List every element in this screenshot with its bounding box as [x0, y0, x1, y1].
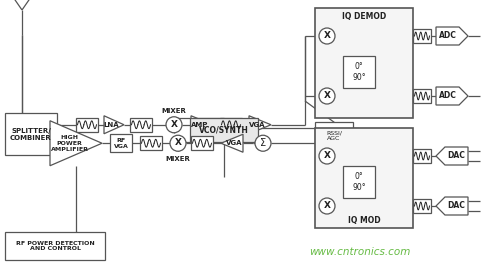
Bar [191, 136, 213, 150]
Text: www.cntronics.com: www.cntronics.com [309, 247, 411, 257]
Text: X: X [323, 151, 331, 160]
Text: X: X [323, 31, 331, 40]
Text: RF
VGA: RF VGA [114, 138, 128, 149]
Text: 0°
90°: 0° 90° [352, 62, 366, 82]
Text: RSSI/
AGC: RSSI/ AGC [326, 131, 342, 141]
Circle shape [319, 148, 335, 164]
Bar [5, 113, 57, 155]
Bar [315, 128, 413, 228]
Circle shape [170, 135, 186, 151]
Polygon shape [436, 147, 468, 165]
Text: VGA: VGA [227, 140, 243, 146]
Polygon shape [191, 116, 213, 134]
Bar [343, 166, 375, 198]
Text: DAC: DAC [447, 151, 465, 160]
Text: ADC: ADC [439, 32, 457, 40]
Text: IQ MOD: IQ MOD [348, 215, 380, 224]
Bar [413, 29, 431, 43]
Bar [140, 136, 162, 150]
Text: 0°
90°: 0° 90° [352, 172, 366, 192]
Polygon shape [249, 116, 271, 134]
Text: AMP: AMP [191, 122, 208, 128]
Bar [413, 199, 431, 213]
Circle shape [319, 28, 335, 44]
Bar [413, 89, 431, 103]
Text: VGA: VGA [249, 122, 266, 128]
Text: SPLITTER/
COMBINER: SPLITTER/ COMBINER [10, 127, 52, 140]
Bar [220, 118, 242, 132]
Polygon shape [104, 116, 124, 134]
Polygon shape [436, 197, 468, 215]
Text: MIXER: MIXER [165, 156, 190, 162]
Text: X: X [323, 201, 331, 210]
Bar [315, 122, 353, 150]
Text: X: X [323, 91, 331, 100]
Text: DAC: DAC [447, 201, 465, 211]
Text: MIXER: MIXER [161, 108, 187, 114]
Bar [5, 232, 105, 260]
Circle shape [319, 198, 335, 214]
Circle shape [166, 117, 182, 133]
Polygon shape [436, 87, 468, 105]
Text: X: X [171, 120, 177, 129]
Text: Σ: Σ [260, 138, 266, 148]
Text: LNA: LNA [104, 122, 120, 128]
Circle shape [255, 135, 271, 151]
Circle shape [319, 88, 335, 104]
Bar [110, 134, 132, 152]
Polygon shape [436, 27, 468, 45]
Polygon shape [221, 134, 243, 152]
Text: RF POWER DETECTION
AND CONTROL: RF POWER DETECTION AND CONTROL [15, 241, 94, 251]
Bar [76, 118, 98, 132]
Bar [190, 118, 258, 142]
Bar [413, 149, 431, 163]
Bar [343, 56, 375, 88]
Polygon shape [50, 121, 102, 166]
Text: IQ DEMOD: IQ DEMOD [342, 12, 386, 21]
Text: HIGH
POWER
AMPLIFIER: HIGH POWER AMPLIFIER [51, 135, 89, 151]
Text: ADC: ADC [439, 92, 457, 100]
Text: X: X [174, 138, 182, 147]
Bar [130, 118, 152, 132]
Text: VCO/SYNTH: VCO/SYNTH [199, 126, 249, 134]
Bar [315, 8, 413, 118]
